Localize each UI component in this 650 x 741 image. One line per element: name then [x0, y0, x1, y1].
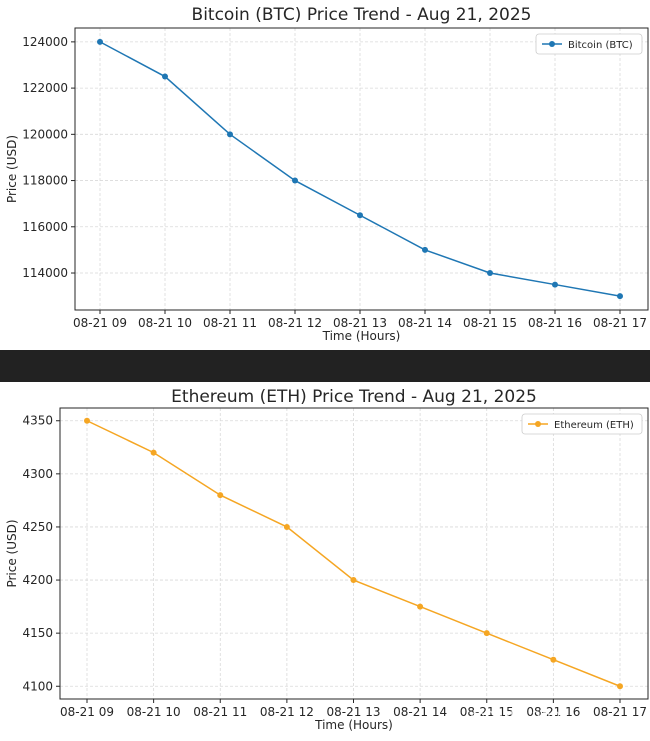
btc-y-axis-label: Price (USD): [5, 135, 19, 203]
btc-y-tick-label: 122000: [22, 81, 68, 95]
btc-y-tick-label: 118000: [22, 174, 68, 188]
btc-data-point: [227, 131, 233, 138]
eth-data-point: [150, 449, 157, 456]
btc-x-tick-label: 08-21 14: [398, 316, 452, 330]
btc-x-tick-label: 08-21 10: [138, 316, 192, 330]
eth-data-point: [283, 523, 290, 530]
eth-x-tick-label: 08-21 14: [393, 705, 447, 719]
eth-data-point: [84, 417, 90, 424]
btc-x-tick-label: 08-21 11: [203, 316, 257, 330]
eth-x-axis-label: Time (Hours): [314, 718, 393, 732]
eth-data-point: [217, 492, 224, 499]
btc-data-point: [162, 73, 168, 80]
eth-data-point: [617, 683, 623, 690]
eth-x-tick-label: 08-21 13: [327, 705, 381, 719]
eth-x-tick-label: 08-21 17: [593, 705, 647, 719]
eth-legend-label: Ethereum (ETH): [554, 420, 634, 431]
eth-chart-panel: Ethereum (ETH) Price Trend - Aug 21, 202…: [0, 382, 650, 741]
btc-x-tick-label: 08-21 15: [463, 316, 517, 330]
btc-data-point: [357, 212, 363, 219]
eth-y-tick-label: 4200: [22, 573, 53, 587]
eth-legend: Ethereum (ETH): [521, 413, 643, 435]
btc-x-tick-label: 08-21 12: [268, 316, 322, 330]
eth-y-tick-label: 4300: [22, 467, 53, 481]
eth-chart: Ethereum (ETH) Price Trend - Aug 21, 202…: [5, 387, 649, 732]
btc-y-tick-label: 120000: [22, 127, 68, 141]
btc-data-point: [617, 293, 623, 300]
btc-x-tick-label: 08-21 13: [333, 316, 387, 330]
eth-plot-frame: [59, 407, 649, 700]
btc-x-axis-label: Time (Hours): [322, 329, 401, 343]
btc-y-tick-label: 114000: [22, 266, 68, 280]
eth-y-tick-label: 4350: [22, 414, 53, 428]
btc-legend: Bitcoin (BTC): [535, 33, 643, 55]
eth-x-tick-label: 08-21 10: [127, 705, 181, 719]
btc-data-point: [552, 281, 558, 288]
btc-data-point: [422, 246, 428, 253]
btc-legend-label: Bitcoin (BTC): [568, 40, 633, 51]
eth-legend-marker: [535, 421, 541, 427]
eth-data-point: [550, 656, 557, 663]
btc-x-tick-label: 08-21 17: [593, 316, 647, 330]
btc-y-tick-label: 116000: [22, 220, 68, 234]
eth-y-axis-label: Price (USD): [5, 519, 19, 587]
eth-x-tick-label: 08-21 12: [260, 705, 314, 719]
btc-chart: Bitcoin (BTC) Price Trend - Aug 21, 2025…: [5, 5, 649, 343]
panel-divider: [0, 350, 650, 382]
eth-legend-box: [521, 413, 643, 435]
eth-data-point: [417, 603, 424, 610]
btc-legend-marker: [549, 41, 555, 47]
btc-x-tick-label: 08-21 09: [73, 316, 127, 330]
eth-data-point: [350, 577, 357, 584]
btc-x-tick-label: 08-21 16: [528, 316, 582, 330]
eth-x-tick-label: 08-21 09: [60, 705, 114, 719]
eth-y-tick-label: 4100: [22, 679, 53, 693]
eth-y-tick-label: 4250: [22, 520, 53, 534]
eth-chart-title: Ethereum (ETH) Price Trend - Aug 21, 202…: [171, 387, 537, 407]
btc-data-point: [292, 177, 298, 184]
btc-legend-box: [535, 33, 643, 55]
eth-x-tick-label: 08-21 11: [193, 705, 247, 719]
watermark-text: @ YUKI_2007: [470, 708, 570, 727]
btc-y-tick-label: 124000: [22, 35, 68, 49]
btc-data-point: [487, 270, 493, 277]
btc-chart-title: Bitcoin (BTC) Price Trend - Aug 21, 2025: [192, 5, 532, 25]
btc-plot-frame: [74, 27, 649, 311]
eth-y-tick-label: 4150: [22, 626, 53, 640]
eth-data-point: [483, 630, 490, 637]
btc-chart-panel: Bitcoin (BTC) Price Trend - Aug 21, 2025…: [0, 0, 650, 350]
btc-data-point: [97, 38, 103, 45]
eth-x-tick-label: 08-21 16: [526, 705, 580, 719]
eth-x-tick-label: 08-21 15: [460, 705, 514, 719]
